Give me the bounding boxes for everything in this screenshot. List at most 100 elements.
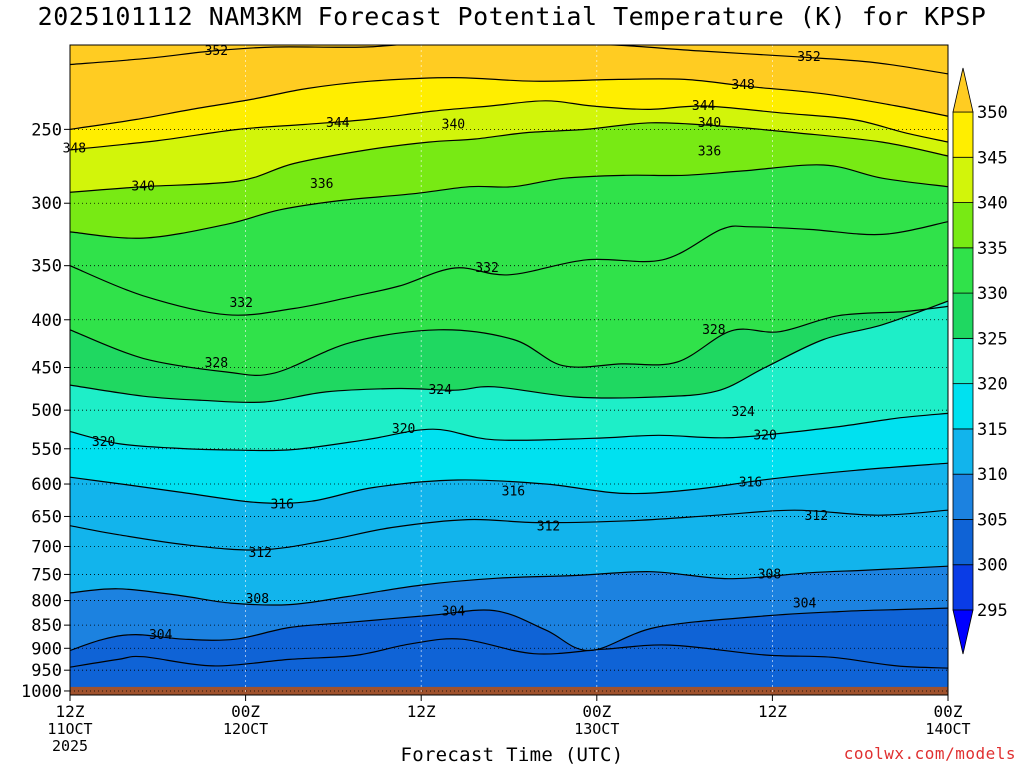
- contour-340: [70, 122, 948, 193]
- colorbar: 295 300 305 310 315 320 325 330 335 340 345 350: [952, 67, 1008, 655]
- contour-label: 304: [793, 597, 817, 612]
- contour-label: 352: [205, 44, 228, 59]
- contour-label: 320: [753, 428, 776, 443]
- colorbar-extend-min: [952, 609, 974, 655]
- contour-label: 324: [428, 383, 452, 398]
- plot-frame: [69, 44, 949, 696]
- contour-label: 312: [805, 509, 828, 524]
- contour-label: 344: [692, 99, 716, 114]
- contour-label: 316: [739, 476, 762, 491]
- grid-layer: [70, 45, 948, 695]
- colorbar-segment: [952, 202, 974, 249]
- contour-336: [70, 164, 948, 239]
- contour-label: 340: [131, 180, 154, 195]
- colorbar-segment: [952, 247, 974, 294]
- colorbar-label: 300: [977, 556, 1008, 576]
- x-tick-label: 14OCT: [925, 720, 970, 738]
- contour-348: [70, 76, 948, 130]
- contour-328: [70, 305, 948, 377]
- y-tick-label: 250: [31, 120, 62, 140]
- contour-label: 316: [502, 484, 525, 499]
- colorbar-segment: [952, 473, 974, 520]
- colorbar-segment: [952, 292, 974, 339]
- contour-label: 324: [731, 405, 755, 420]
- contour-label: 336: [698, 144, 721, 159]
- contour-label: 304: [442, 605, 466, 620]
- colorbar-segment: [952, 111, 974, 158]
- surface-terrain: [70, 686, 948, 695]
- y-tick-label: 800: [31, 592, 62, 612]
- colorbar-label: 345: [977, 148, 1008, 168]
- contour-label: 328: [205, 356, 228, 371]
- contour-label: 312: [537, 519, 560, 534]
- x-tick-label: 11OCT: [47, 720, 92, 738]
- colorbar-label: 330: [977, 284, 1008, 304]
- x-tick-label: 00Z: [231, 702, 260, 721]
- colorbar-segment: [952, 156, 974, 203]
- colorbar-label: 310: [977, 465, 1008, 485]
- contour-label: 340: [698, 116, 721, 131]
- x-tick-label: 12Z: [407, 702, 436, 721]
- contour-layer: [70, 45, 948, 669]
- colorbar-label: 335: [977, 239, 1008, 259]
- colorbar-label: 320: [977, 375, 1008, 395]
- y-tick-label: 500: [31, 401, 62, 421]
- y-tick-label: 700: [31, 537, 62, 557]
- contour-label: 308: [758, 567, 781, 582]
- contour-304: [70, 607, 948, 652]
- colorbar-segment: [952, 428, 974, 475]
- contour-label: 348: [731, 78, 754, 93]
- contour-label: 328: [702, 323, 725, 338]
- colorbar-extend-max: [952, 67, 974, 113]
- colorbar-label: 325: [977, 329, 1008, 349]
- x-tick-label: 12Z: [56, 702, 85, 721]
- contour-label: 308: [246, 592, 269, 607]
- x-tick-label: 2025: [52, 737, 88, 755]
- credit-link[interactable]: coolwx.com/models: [843, 744, 1016, 763]
- contour-label-layer: 352 352 348 348 344 344 340 340 340 336 336 332 332 3…: [63, 44, 828, 643]
- y-tick-label: 550: [31, 440, 62, 460]
- x-tick-label: 00Z: [934, 702, 963, 721]
- contour-label: 332: [475, 261, 498, 276]
- y-tick-label: 1000: [21, 682, 62, 702]
- y-tick-label: 900: [31, 639, 62, 659]
- x-tick-label: 12OCT: [223, 720, 268, 738]
- chart-title: 2025101112 NAM3KM Forecast Potential Tem…: [37, 2, 987, 31]
- contour-352: [70, 45, 948, 75]
- y-tick-label: 350: [31, 257, 62, 277]
- contour-324: [70, 300, 948, 404]
- contour-302: [70, 638, 948, 669]
- colorbar-label: 340: [977, 194, 1008, 214]
- y-tick-label: 650: [31, 507, 62, 527]
- contour-label: 316: [270, 497, 293, 512]
- colorbar-segment: [952, 564, 974, 611]
- colorbar-segment: [952, 519, 974, 566]
- contour-label: 344: [326, 116, 350, 131]
- x-axis-title: Forecast Time (UTC): [400, 744, 624, 766]
- contour-label: 320: [392, 422, 415, 437]
- contour-label: 312: [248, 546, 271, 561]
- x-tick-label: 00Z: [582, 702, 611, 721]
- contour-label: 336: [310, 177, 333, 192]
- contour-label: 304: [149, 628, 173, 643]
- y-tick-label: 950: [31, 661, 62, 681]
- contour-344: [70, 100, 948, 151]
- y-tick-label: 450: [31, 358, 62, 378]
- colorbar-label: 305: [977, 510, 1008, 530]
- contour-label: 348: [63, 141, 86, 156]
- y-tick-label: 300: [31, 194, 62, 214]
- colorbar-label: 350: [977, 103, 1008, 123]
- x-tick-label: 12Z: [758, 702, 787, 721]
- y-tick-label: 850: [31, 616, 62, 636]
- contour-308: [70, 565, 948, 606]
- plot-fill-layer: [70, 45, 948, 695]
- contour-label: 352: [797, 50, 820, 65]
- colorbar-segment: [952, 337, 974, 385]
- colorbar-label: 315: [977, 420, 1008, 440]
- contour-320: [70, 412, 948, 452]
- y-axis: 250 300 350 400 450 500 550 600 650 700 750 800 850 9…: [21, 120, 70, 702]
- y-tick-label: 600: [31, 475, 62, 495]
- contour-332: [70, 221, 948, 316]
